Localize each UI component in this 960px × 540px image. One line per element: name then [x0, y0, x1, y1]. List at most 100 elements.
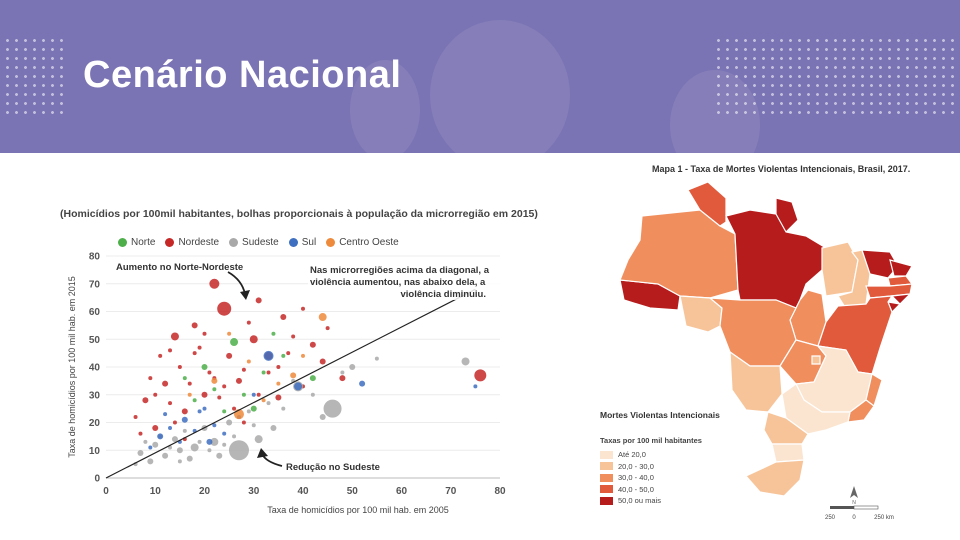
data-point-sudeste — [323, 399, 342, 418]
data-point-sul — [473, 384, 478, 389]
x-tick-label: 40 — [297, 486, 309, 497]
data-point-sudeste — [251, 423, 256, 428]
data-point-sul — [359, 380, 366, 387]
chart-title: (Homicídios por 100mil habitantes, bolha… — [60, 208, 538, 220]
data-point-nordeste — [280, 314, 287, 321]
data-point-centro-oeste — [301, 353, 305, 358]
map-state-ms — [729, 350, 783, 413]
data-point-sudeste — [143, 439, 148, 444]
data-point-norte — [201, 364, 208, 370]
map-legend-item: 30,0 - 40,0 — [600, 472, 661, 484]
data-point-sudeste — [197, 439, 202, 444]
data-point-nordeste — [301, 306, 305, 311]
map-legend-swatch — [600, 485, 613, 494]
y-tick-label: 60 — [89, 307, 101, 318]
annotation-top-left: Aumento no Norte-Nordeste — [116, 262, 243, 273]
data-point-norte — [192, 398, 197, 403]
data-point-sudeste — [340, 370, 345, 375]
data-point-sudeste — [182, 428, 187, 433]
data-point-nordeste — [170, 332, 179, 341]
data-point-nordeste — [249, 335, 258, 344]
map-state-al — [890, 293, 912, 305]
data-point-nordeste — [158, 353, 163, 358]
x-tick-label: 50 — [347, 486, 359, 497]
data-point-nordeste — [325, 326, 330, 331]
scale-segment — [853, 505, 879, 510]
data-point-sudeste — [228, 440, 249, 461]
scale-segment — [830, 506, 854, 509]
map-state-rs — [745, 459, 805, 497]
header-banner: Cenário Nacional — [0, 0, 960, 153]
data-point-sudeste — [162, 452, 169, 459]
brazil-map — [619, 181, 914, 497]
data-point-sudeste — [226, 419, 233, 426]
data-point-nordeste — [142, 397, 149, 404]
data-point-nordeste — [162, 380, 169, 387]
scatter-chart: 0 10 20 30 40 50 60 70 80 0 10 20 30 40 50 60 70 80 Taxa d… — [67, 252, 514, 515]
map-legend-swatch — [600, 462, 613, 471]
data-point-nordeste — [275, 394, 282, 401]
x-tick-label: 30 — [248, 486, 260, 497]
map-legend-subtitle: Taxas por 100 mil habitantes — [600, 436, 702, 445]
legend-label: Sul — [301, 237, 317, 248]
y-tick-label: 30 — [89, 390, 101, 401]
dot-pattern — [3, 36, 67, 120]
data-point-sul — [222, 431, 227, 436]
data-point-nordeste — [153, 392, 158, 397]
data-point-sudeste — [270, 425, 277, 432]
y-tick-label: 50 — [89, 335, 101, 346]
map-legend-item: 20,0 - 30,0 — [600, 461, 661, 473]
arrow-up-icon — [227, 271, 246, 295]
data-point-sul — [157, 433, 164, 440]
data-point-sudeste — [171, 436, 178, 443]
map-legend-label: 50,0 ou mais — [618, 496, 661, 506]
data-point-sudeste — [222, 442, 227, 447]
data-point-sudeste — [461, 357, 470, 366]
map-legend-label: 40,0 - 50,0 — [618, 484, 654, 494]
map-legend: Até 20,0 20,0 - 30,0 30,0 - 40,0 40,0 - 50,… — [600, 449, 661, 507]
data-point-sudeste — [177, 459, 182, 464]
annotation-bottom: Redução no Sudeste — [286, 462, 380, 473]
data-point-nordeste — [201, 391, 208, 398]
legend-item: Norte — [118, 237, 155, 248]
y-tick-label: 20 — [89, 418, 101, 429]
data-point-norte — [281, 353, 286, 358]
x-tick-label: 0 — [103, 486, 109, 497]
data-point-nordeste — [319, 358, 326, 365]
data-point-sudeste — [281, 406, 286, 411]
data-point-nordeste — [266, 370, 271, 375]
data-point-sudeste — [349, 364, 356, 370]
data-point-nordeste — [181, 408, 188, 415]
data-point-sudeste — [254, 435, 263, 444]
data-point-nordeste — [241, 367, 246, 372]
data-point-sul — [251, 392, 256, 397]
data-point-nordeste — [207, 370, 212, 375]
x-tick-label: 10 — [150, 486, 162, 497]
data-point-nordeste — [222, 384, 227, 389]
map-legend-swatch — [600, 473, 613, 482]
data-point-centro-oeste — [318, 313, 327, 322]
data-point-sudeste — [319, 413, 326, 420]
data-point-sudeste — [232, 434, 237, 439]
page-title: Cenário Nacional — [83, 54, 402, 96]
y-tick-label: 80 — [89, 252, 101, 263]
dot-pattern — [714, 36, 960, 120]
data-point-nordeste — [187, 381, 192, 386]
legend-dot-icon — [229, 238, 239, 247]
legend-label: Nordeste — [178, 237, 220, 248]
data-point-sudeste — [152, 441, 159, 448]
data-point-sudeste — [374, 356, 379, 361]
data-point-nordeste — [241, 420, 246, 425]
data-point-nordeste — [246, 320, 251, 325]
data-point-norte — [212, 387, 217, 392]
data-point-nordeste — [177, 365, 182, 369]
map-legend-swatch — [600, 496, 613, 505]
legend-dot-icon — [165, 238, 175, 247]
data-point-sul — [163, 412, 168, 417]
data-point-centro-oeste — [246, 359, 251, 364]
data-point-sudeste — [246, 409, 251, 414]
data-point-centro-oeste — [227, 331, 232, 336]
map-state-pa — [725, 209, 827, 309]
map-scale: N 250 0 250 km — [825, 486, 894, 521]
data-point-norte — [250, 405, 257, 412]
